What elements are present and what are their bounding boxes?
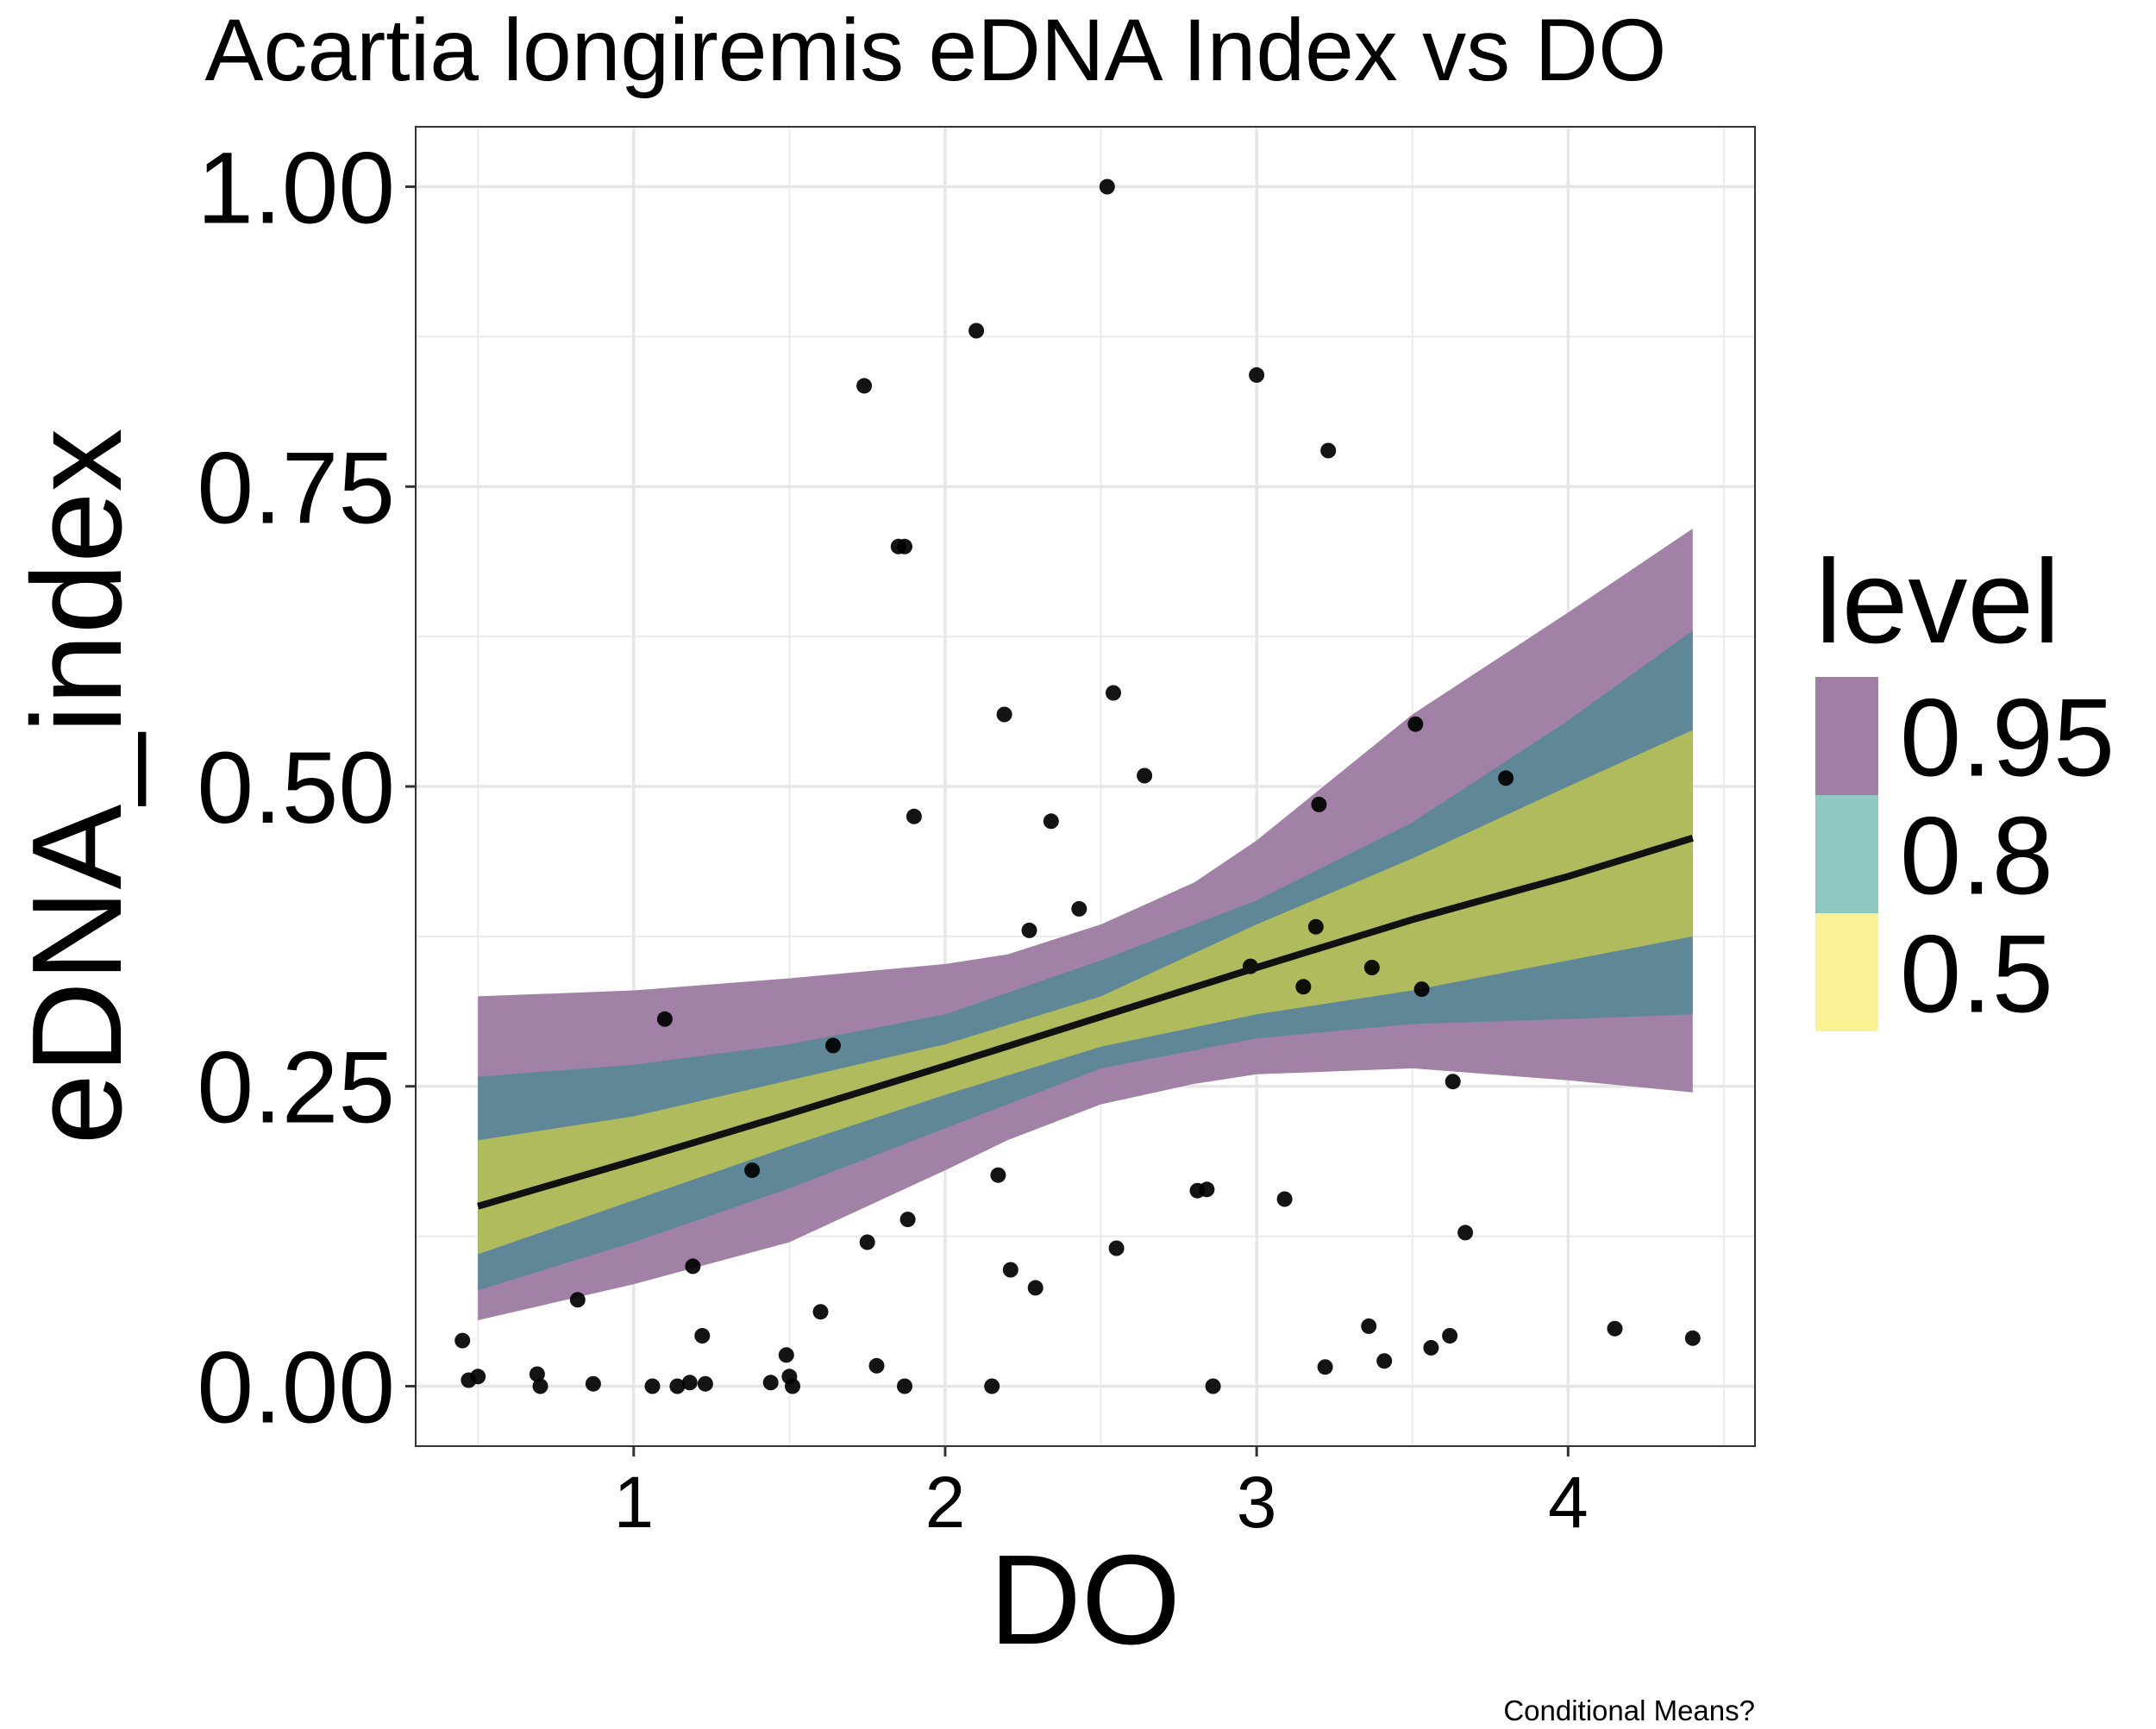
mean-line (477, 834, 1694, 1210)
data-point (1276, 1191, 1293, 1207)
data-point (990, 1167, 1006, 1183)
legend-label: 0.95 (1900, 677, 2115, 800)
x-tick-label: 2 (925, 1462, 966, 1543)
data-point (1071, 900, 1087, 917)
ribbon-0-5 (478, 730, 1693, 1255)
data-point (762, 1375, 779, 1391)
data-point (968, 323, 985, 339)
data-point (778, 1347, 794, 1363)
data-point (529, 1366, 545, 1382)
data-point (1311, 796, 1327, 812)
data-point (1445, 1074, 1461, 1090)
y-tick-label: 0.50 (197, 731, 395, 845)
data-point (697, 1375, 713, 1392)
data-point (470, 1369, 486, 1385)
legend-key-0-95 (1815, 677, 1878, 795)
data-point (1407, 716, 1424, 732)
y-tick-label: 0.75 (197, 431, 395, 545)
data-point (1249, 366, 1265, 383)
data-point (859, 1234, 875, 1250)
x-tick-label: 3 (1237, 1462, 1277, 1543)
data-point (825, 1037, 841, 1054)
data-point (569, 1292, 586, 1308)
data-point (984, 1378, 1000, 1394)
legend-key-0-8 (1815, 795, 1878, 913)
data-point (812, 1304, 829, 1320)
data-point (1108, 1240, 1125, 1256)
data-point (1498, 770, 1514, 786)
y-tick-label: 0.00 (197, 1331, 395, 1444)
data-point (1413, 981, 1430, 998)
data-point (785, 1378, 800, 1394)
data-point (1361, 1318, 1377, 1334)
data-point (1295, 979, 1312, 995)
data-point (856, 378, 873, 394)
data-point (1317, 1359, 1333, 1375)
data-point (685, 1258, 701, 1275)
x-tick-label: 4 (1548, 1462, 1589, 1543)
legend-label: 0.5 (1900, 913, 2053, 1037)
axes: 0.00 0.25 0.50 0.75 1.00 1 2 3 4 (197, 132, 1588, 1543)
legend-title: level (1815, 536, 2060, 668)
y-tick-label: 0.25 (197, 1031, 395, 1145)
data-point (1199, 1181, 1215, 1198)
data-point (1363, 960, 1380, 975)
data-point (585, 1375, 601, 1392)
data-point (868, 1357, 885, 1374)
data-point (1205, 1378, 1221, 1394)
data-point (1442, 1328, 1458, 1344)
caption: Conditional Means? (1503, 1695, 1755, 1725)
data-point (532, 1378, 548, 1394)
y-axis-label: eDNA_index (6, 429, 148, 1145)
data-point (996, 706, 1012, 723)
mean-line-group (477, 834, 1694, 1210)
data-point (899, 1212, 916, 1228)
x-tick-label: 1 (613, 1462, 654, 1543)
y-tick-label: 1.00 (197, 132, 395, 246)
data-point (1106, 685, 1121, 701)
data-point (897, 1378, 912, 1394)
data-point (1607, 1320, 1623, 1337)
x-axis-label: DO (989, 1529, 1181, 1671)
data-point (1021, 922, 1037, 938)
data-point (1423, 1339, 1439, 1356)
data-point (1002, 1262, 1018, 1278)
data-point (1684, 1330, 1701, 1346)
data-point (656, 1011, 673, 1027)
confidence-ribbons (478, 529, 1693, 1320)
data-point (1099, 179, 1115, 195)
data-point (454, 1332, 471, 1349)
legend-label: 0.8 (1900, 795, 2053, 918)
legend: level 0.950.80.5 (1815, 536, 2115, 1037)
data-points (454, 179, 1701, 1394)
data-point (744, 1162, 761, 1179)
data-point (1376, 1353, 1393, 1369)
data-point (1307, 918, 1324, 935)
data-point (681, 1375, 698, 1391)
chart-title: Acartia longiremis eDNA Index vs DO (205, 1, 1667, 99)
data-point (1027, 1280, 1044, 1296)
data-point (669, 1378, 686, 1394)
data-point (1320, 442, 1337, 459)
data-point (906, 808, 922, 824)
data-point (1457, 1225, 1474, 1241)
data-point (1043, 813, 1059, 830)
data-point (897, 538, 912, 554)
data-point (694, 1328, 711, 1344)
data-point (1137, 767, 1153, 784)
data-point (644, 1378, 661, 1394)
legend-key-0-5 (1815, 913, 1878, 1031)
